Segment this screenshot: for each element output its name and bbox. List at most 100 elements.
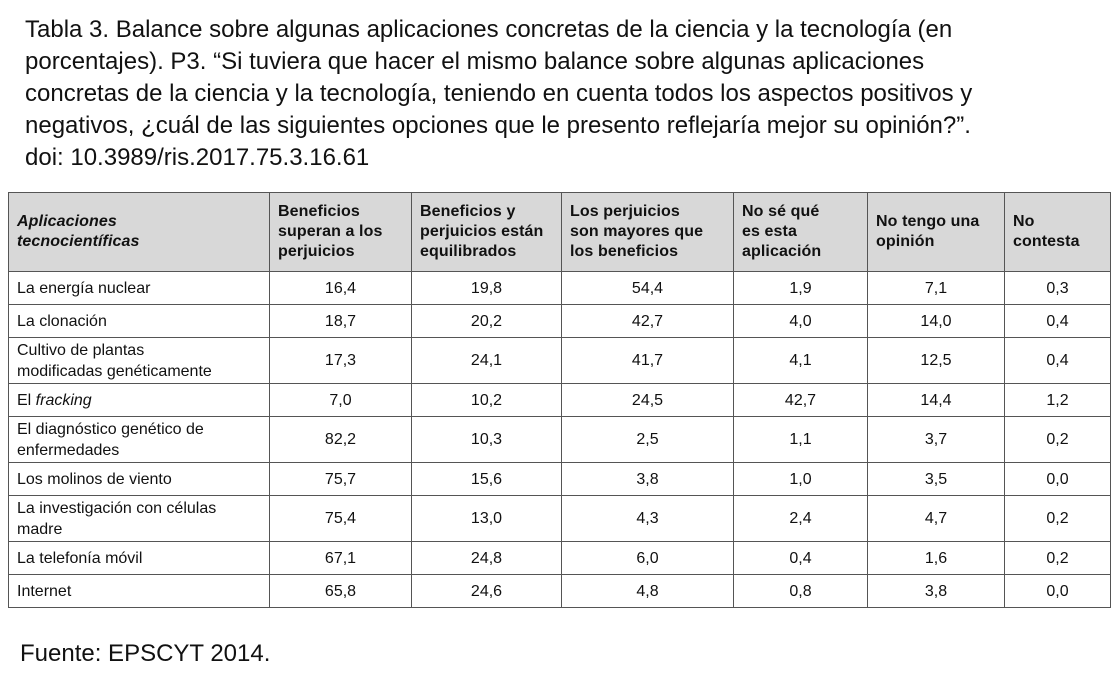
table-cell: 15,6 — [411, 462, 562, 496]
header-applications: Aplicaciones tecnocientíficas — [8, 192, 270, 272]
table-cell: 6,0 — [561, 541, 734, 575]
header-line: perjuicios — [278, 243, 355, 260]
table-cell: 17,3 — [269, 337, 412, 384]
row-label-line: El diagnóstico genético de — [17, 420, 204, 438]
header-balanced: Beneficios y perjuicios están equilibrad… — [411, 192, 562, 272]
table-row: El fracking 7,0 10,2 24,5 42,7 14,4 1,2 — [8, 383, 1111, 417]
row-label: Los molinos de viento — [8, 462, 270, 496]
header-line: Los perjuicios — [570, 203, 680, 220]
table-cell: 12,5 — [867, 337, 1005, 384]
table-cell: 1,1 — [733, 416, 868, 463]
row-label-line: La energía nuclear — [17, 279, 151, 297]
table-cell: 82,2 — [269, 416, 412, 463]
table-cell: 0,2 — [1004, 416, 1111, 463]
row-label-prefix: El — [17, 391, 36, 409]
table-row: Cultivo de plantas modificadas genéticam… — [8, 337, 1111, 384]
caption-line: Tabla 3. Balance sobre algunas aplicacio… — [25, 16, 953, 43]
table-cell: 0,2 — [1004, 495, 1111, 542]
table-cell: 0,4 — [1004, 304, 1111, 338]
table-caption: Tabla 3. Balance sobre algunas aplicacio… — [25, 14, 1085, 174]
table-cell: 0,8 — [733, 574, 868, 608]
header-benefits-exceed: Beneficios superan a los perjuicios — [269, 192, 412, 272]
data-table: Aplicaciones tecnocientíficas Beneficios… — [8, 192, 1111, 608]
table-cell: 4,1 — [733, 337, 868, 384]
source-note: Fuente: EPSCYT 2014. — [20, 640, 271, 667]
row-label: Cultivo de plantas modificadas genéticam… — [8, 337, 270, 384]
table-row: La clonación 18,7 20,2 42,7 4,0 14,0 0,4 — [8, 304, 1111, 338]
header-line: es esta — [742, 223, 797, 240]
table-cell: 2,4 — [733, 495, 868, 542]
table-cell: 75,4 — [269, 495, 412, 542]
header-line: No tengo una — [876, 213, 980, 230]
table-cell: 67,1 — [269, 541, 412, 575]
table-cell: 65,8 — [269, 574, 412, 608]
table-row: La telefonía móvil 67,1 24,8 6,0 0,4 1,6… — [8, 541, 1111, 575]
table-cell: 42,7 — [733, 383, 868, 417]
row-label-line: modificadas genéticamente — [17, 362, 212, 380]
header-line: No — [1013, 213, 1035, 230]
caption-line: concretas de la ciencia y la tecnología,… — [25, 80, 973, 107]
table-cell: 0,0 — [1004, 462, 1111, 496]
table-row: El diagnóstico genético de enfermedades … — [8, 416, 1111, 463]
header-line: aplicación — [742, 243, 822, 260]
header-line: Beneficios — [278, 203, 360, 220]
caption-doi: doi: 10.3989/ris.2017.75.3.16.61 — [25, 144, 370, 171]
header-dont-know: No sé qué es esta aplicación — [733, 192, 868, 272]
table-row: Internet 65,8 24,6 4,8 0,8 3,8 0,0 — [8, 574, 1111, 608]
table-cell: 2,5 — [561, 416, 734, 463]
header-line: perjuicios están — [420, 223, 544, 240]
table-cell: 7,0 — [269, 383, 412, 417]
table-cell: 42,7 — [561, 304, 734, 338]
header-line: los beneficios — [570, 243, 679, 260]
table-cell: 14,4 — [867, 383, 1005, 417]
header-row: Aplicaciones tecnocientíficas Beneficios… — [8, 192, 1111, 272]
table-cell: 1,2 — [1004, 383, 1111, 417]
table-cell: 0,4 — [733, 541, 868, 575]
table-cell: 13,0 — [411, 495, 562, 542]
header-line: opinión — [876, 233, 935, 250]
row-label-line: Cultivo de plantas — [17, 341, 145, 359]
caption-line: porcentajes). P3. “Si tuviera que hacer … — [25, 48, 925, 75]
table-cell: 7,1 — [867, 271, 1005, 305]
row-label-line: madre — [17, 520, 63, 538]
row-label: La clonación — [8, 304, 270, 338]
header-line: superan a los — [278, 223, 383, 240]
table-cell: 10,2 — [411, 383, 562, 417]
table-cell: 54,4 — [561, 271, 734, 305]
table-cell: 16,4 — [269, 271, 412, 305]
row-label-line: Los molinos de viento — [17, 470, 172, 488]
table-cell: 14,0 — [867, 304, 1005, 338]
header-line: Beneficios y — [420, 203, 516, 220]
table-row: La investigación con células madre 75,4 … — [8, 495, 1111, 542]
header-harms-exceed: Los perjuicios son mayores que los benef… — [561, 192, 734, 272]
table-cell: 0,4 — [1004, 337, 1111, 384]
header-line: tecnocientíficas — [17, 233, 140, 250]
header-no-answer: No contesta — [1004, 192, 1111, 272]
row-label: La telefonía móvil — [8, 541, 270, 575]
table-cell: 19,8 — [411, 271, 562, 305]
header-line: son mayores que — [570, 223, 704, 240]
caption-line: negativos, ¿cuál de las siguientes opcio… — [25, 112, 971, 139]
header-line: contesta — [1013, 233, 1080, 250]
row-label: Internet — [8, 574, 270, 608]
table-cell: 4,7 — [867, 495, 1005, 542]
row-label-line: enfermedades — [17, 441, 120, 459]
table-cell: 3,8 — [561, 462, 734, 496]
table-cell: 24,5 — [561, 383, 734, 417]
header-line: Aplicaciones — [17, 213, 117, 230]
row-label-line: La clonación — [17, 312, 107, 330]
table-cell: 0,3 — [1004, 271, 1111, 305]
row-label-italic: fracking — [35, 391, 92, 409]
header-no-opinion: No tengo una opinión — [867, 192, 1005, 272]
table-cell: 4,8 — [561, 574, 734, 608]
row-label: El fracking — [8, 383, 270, 417]
table-cell: 3,7 — [867, 416, 1005, 463]
row-label-line: La investigación con células — [17, 499, 217, 517]
row-label: El diagnóstico genético de enfermedades — [8, 416, 270, 463]
header-line: No sé qué — [742, 203, 820, 220]
table-cell: 75,7 — [269, 462, 412, 496]
table-row: La energía nuclear 16,4 19,8 54,4 1,9 7,… — [8, 271, 1111, 305]
table-cell: 10,3 — [411, 416, 562, 463]
table-cell: 1,9 — [733, 271, 868, 305]
row-label: La investigación con células madre — [8, 495, 270, 542]
